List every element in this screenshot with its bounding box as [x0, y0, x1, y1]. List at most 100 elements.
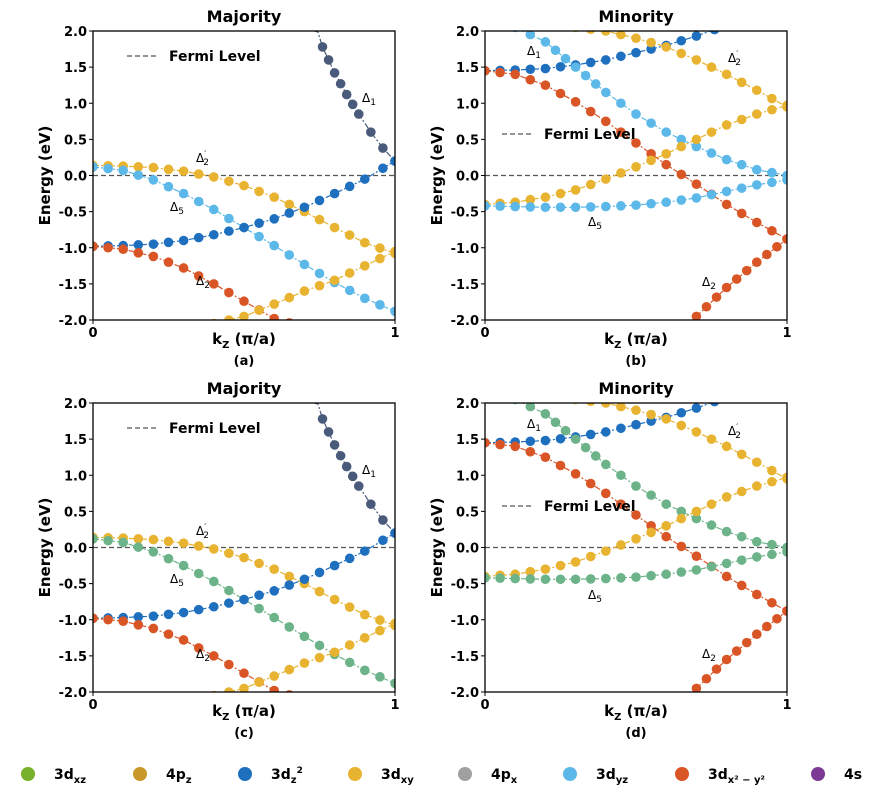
band-point [360, 665, 370, 676]
band-point [366, 127, 376, 137]
band-point [570, 469, 581, 479]
band-point [118, 165, 128, 176]
band-point [631, 138, 641, 148]
panel-b: Minority 2.0 1.5 1.0 0.5 0.0 -0.5 -1.0 -1.5 -2.00… [428, 7, 792, 369]
band-annotation: Δ1 [527, 417, 541, 434]
band-point [752, 589, 762, 600]
band-point [661, 127, 671, 137]
y-tick-label: 0.5 [64, 505, 87, 520]
band-point [329, 222, 340, 233]
y-tick-label: -1.0 [451, 242, 479, 257]
band-point [540, 192, 551, 202]
band-point [741, 265, 752, 276]
band-point [375, 672, 385, 682]
band-point [721, 120, 732, 130]
band-annotation: Δ1 [527, 44, 541, 61]
band-point [555, 433, 566, 444]
band-point [495, 573, 505, 584]
band-point [224, 598, 234, 608]
band-annotation: Δ1 [362, 91, 376, 108]
band-point [540, 452, 551, 462]
band-point [555, 460, 566, 471]
band-point [193, 541, 204, 551]
band-point [347, 471, 358, 482]
plot-frame [92, 402, 396, 693]
band-point [323, 55, 334, 65]
y-tick-label: -2.0 [59, 314, 87, 329]
y-tick-label: 1.5 [64, 61, 87, 76]
y-tick-label: -0.5 [451, 206, 479, 221]
y-tick-label: 1.5 [64, 433, 87, 448]
band-point [360, 237, 370, 248]
band-point [360, 633, 370, 643]
band-point [691, 193, 702, 203]
band-point [752, 457, 762, 468]
band-point [772, 241, 782, 252]
panel-a: Majority 2.0 1.5 1.0 0.5 0.0 -0.5 -1.0 -1.5 -2.00… [36, 7, 400, 369]
x-tick-label: 0 [480, 698, 489, 713]
band-point [163, 553, 174, 564]
band-point [193, 196, 204, 207]
band-point [93, 241, 98, 252]
band-point [178, 538, 189, 548]
band-point [631, 200, 641, 210]
band-point [193, 232, 204, 243]
band-point [631, 109, 641, 119]
band-point [721, 186, 732, 197]
band-point [691, 683, 702, 692]
band-point [616, 499, 626, 509]
band-point [269, 586, 280, 596]
band-point [390, 306, 395, 317]
y-tick-label: -2.0 [59, 686, 87, 701]
band-point [676, 35, 687, 46]
band-point [269, 299, 280, 309]
band-point [752, 552, 762, 562]
band-point [691, 55, 702, 65]
band-annotation: Δ1 [362, 463, 376, 480]
y-tick-label: 1.5 [456, 433, 479, 448]
band-point [646, 570, 656, 581]
y-tick-label: -1.0 [451, 614, 479, 629]
band-line [485, 179, 787, 208]
band-point [731, 646, 742, 656]
band-point [631, 510, 641, 520]
subplot-label: (d) [625, 726, 646, 741]
band-point [631, 405, 641, 416]
band-point [118, 616, 128, 626]
legend-marker [21, 767, 35, 781]
band-point [570, 574, 581, 585]
y-tick-label: 0.5 [456, 505, 479, 520]
band-point [148, 611, 159, 621]
band-point [495, 439, 505, 450]
band-annotation: Δ5 [170, 200, 184, 217]
band-line [316, 403, 395, 534]
band-point [299, 259, 310, 270]
band-point [314, 195, 325, 206]
band-point [721, 558, 732, 569]
band-point [631, 33, 641, 44]
band-point [344, 553, 355, 564]
band-point [239, 311, 249, 320]
band-point [752, 257, 762, 268]
band-point [676, 195, 687, 205]
band-point [133, 534, 144, 544]
y-tick-label: 1.0 [456, 469, 479, 484]
legend-marker [675, 767, 689, 781]
band-point [178, 188, 189, 199]
band-point [525, 194, 536, 205]
y-tick-label: 1.5 [456, 61, 479, 76]
band-point [676, 506, 687, 517]
band-point [586, 31, 596, 34]
band-point [525, 31, 536, 40]
band-point [706, 434, 717, 444]
band-point [646, 527, 656, 538]
band-point [691, 311, 702, 320]
band-point [540, 63, 551, 74]
subplot-label: (b) [625, 354, 646, 369]
band-point [601, 55, 611, 65]
band-annotation: Δ5 [170, 572, 184, 589]
band-point [366, 499, 376, 509]
band-point [701, 301, 712, 312]
band-point [163, 164, 174, 175]
y-tick-label: -1.5 [451, 650, 479, 665]
